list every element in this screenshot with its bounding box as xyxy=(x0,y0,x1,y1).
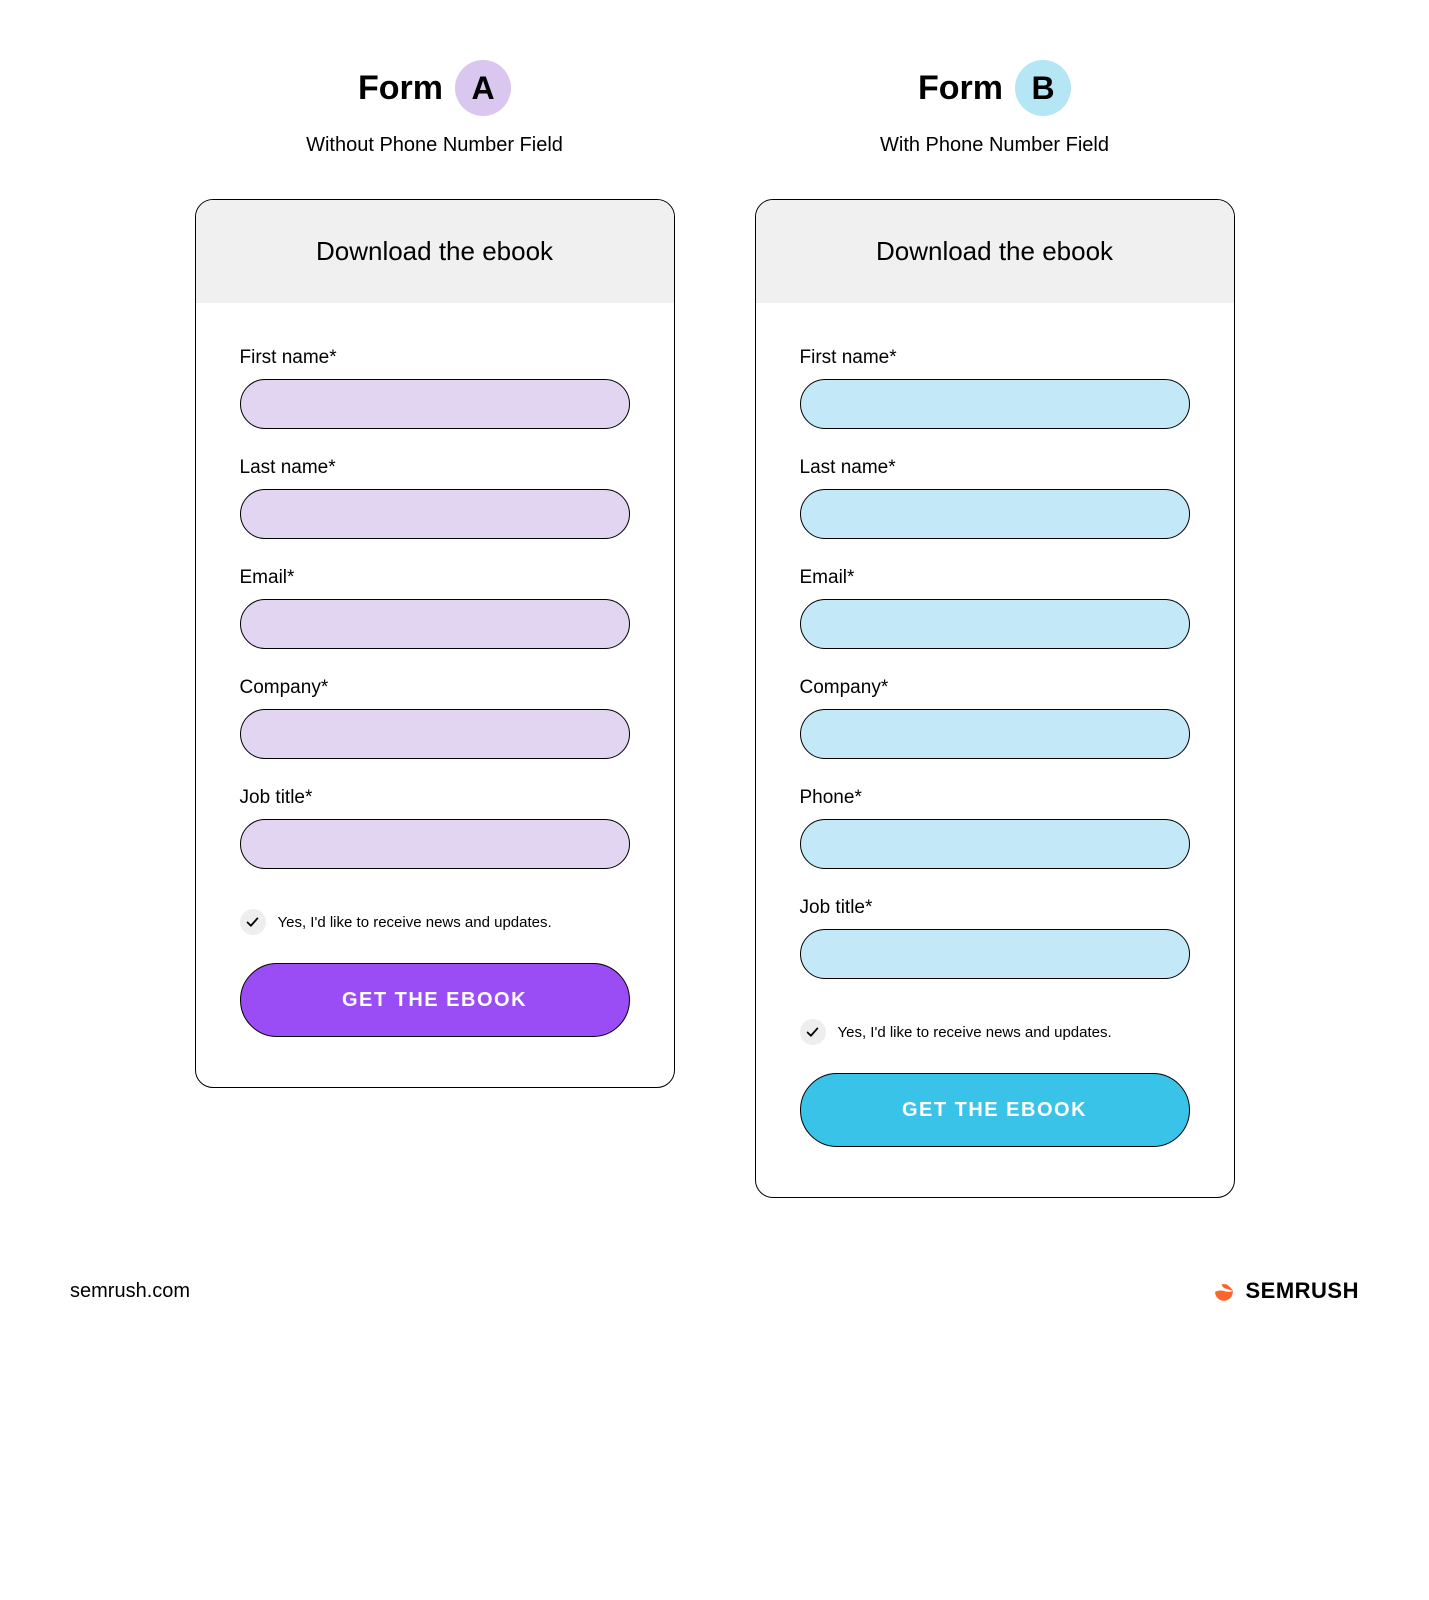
form-a-field-lastname: Last name* xyxy=(240,457,630,539)
jobtitle-label: Job title* xyxy=(800,897,1190,919)
form-a-field-jobtitle: Job title* xyxy=(240,787,630,869)
form-a-header-title: Download the ebook xyxy=(216,236,654,267)
lastname-label: Last name* xyxy=(240,457,630,479)
form-b-field-email: Email* xyxy=(800,567,1190,649)
forms-comparison: Form A Without Phone Number Field Downlo… xyxy=(60,60,1369,1198)
company-label: Company* xyxy=(240,677,630,699)
form-a-field-email: Email* xyxy=(240,567,630,649)
footer-brand-text: SEMRUSH xyxy=(1245,1278,1359,1304)
lastname-label: Last name* xyxy=(800,457,1190,479)
form-b-header: Download the ebook xyxy=(756,200,1234,303)
form-a-badge: A xyxy=(455,60,511,116)
checkbox-label: Yes, I'd like to receive news and update… xyxy=(278,914,552,931)
lastname-input[interactable] xyxy=(800,489,1190,539)
form-b-column: Form B With Phone Number Field Download … xyxy=(755,60,1235,1198)
form-a-card: Download the ebook First name* Last name… xyxy=(195,199,675,1088)
email-input[interactable] xyxy=(800,599,1190,649)
checkbox-label: Yes, I'd like to receive news and update… xyxy=(838,1024,1112,1041)
firstname-label: First name* xyxy=(800,347,1190,369)
form-a-body: First name* Last name* Email* Company* xyxy=(196,303,674,1087)
footer: semrush.com SEMRUSH xyxy=(60,1278,1369,1304)
email-input[interactable] xyxy=(240,599,630,649)
firstname-label: First name* xyxy=(240,347,630,369)
email-label: Email* xyxy=(800,567,1190,589)
form-b-field-jobtitle: Job title* xyxy=(800,897,1190,979)
form-a-title-row: Form A xyxy=(358,60,511,116)
checkbox-icon xyxy=(800,1019,826,1045)
form-a-submit-button[interactable]: GET THE EBOOK xyxy=(240,963,630,1037)
form-b-submit-button[interactable]: GET THE EBOOK xyxy=(800,1073,1190,1147)
checkbox-icon xyxy=(240,909,266,935)
jobtitle-label: Job title* xyxy=(240,787,630,809)
company-label: Company* xyxy=(800,677,1190,699)
form-b-card: Download the ebook First name* Last name… xyxy=(755,199,1235,1198)
email-label: Email* xyxy=(240,567,630,589)
lastname-input[interactable] xyxy=(240,489,630,539)
form-a-subtitle: Without Phone Number Field xyxy=(306,134,563,157)
form-b-badge: B xyxy=(1015,60,1071,116)
semrush-fire-icon xyxy=(1211,1278,1237,1304)
form-b-subtitle: With Phone Number Field xyxy=(880,134,1109,157)
phone-input[interactable] xyxy=(800,819,1190,869)
firstname-input[interactable] xyxy=(800,379,1190,429)
form-a-column: Form A Without Phone Number Field Downlo… xyxy=(195,60,675,1088)
jobtitle-input[interactable] xyxy=(240,819,630,869)
footer-logo: SEMRUSH xyxy=(1211,1278,1359,1304)
company-input[interactable] xyxy=(240,709,630,759)
form-a-field-firstname: First name* xyxy=(240,347,630,429)
form-b-title-row: Form B xyxy=(918,60,1071,116)
form-b-title-prefix: Form xyxy=(918,69,1003,108)
form-b-field-lastname: Last name* xyxy=(800,457,1190,539)
phone-label: Phone* xyxy=(800,787,1190,809)
form-b-checkbox-row[interactable]: Yes, I'd like to receive news and update… xyxy=(800,1019,1190,1045)
company-input[interactable] xyxy=(800,709,1190,759)
form-b-body: First name* Last name* Email* Company* xyxy=(756,303,1234,1197)
jobtitle-input[interactable] xyxy=(800,929,1190,979)
form-a-checkbox-row[interactable]: Yes, I'd like to receive news and update… xyxy=(240,909,630,935)
form-b-field-phone: Phone* xyxy=(800,787,1190,869)
footer-site-text: semrush.com xyxy=(70,1280,190,1303)
form-a-title-prefix: Form xyxy=(358,69,443,108)
form-b-field-company: Company* xyxy=(800,677,1190,759)
form-b-field-firstname: First name* xyxy=(800,347,1190,429)
form-a-field-company: Company* xyxy=(240,677,630,759)
firstname-input[interactable] xyxy=(240,379,630,429)
form-a-header: Download the ebook xyxy=(196,200,674,303)
form-b-header-title: Download the ebook xyxy=(776,236,1214,267)
